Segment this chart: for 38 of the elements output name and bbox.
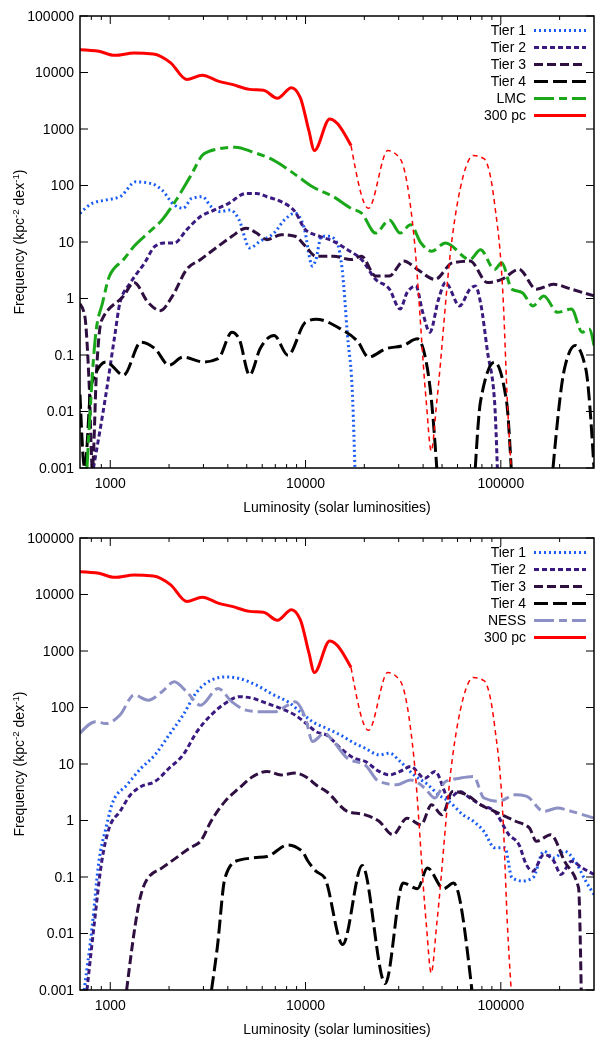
y-tick-label: 0.001 [38, 981, 75, 998]
x-tick-label: 100000 [477, 997, 525, 1013]
legend-label: Tier 4 [490, 595, 527, 612]
y-tick-label: 0.1 [54, 346, 75, 363]
y-tick-label: 0.01 [46, 403, 75, 420]
y-tick-label: 10000 [35, 64, 75, 81]
y-tick-label: 1000 [42, 120, 75, 137]
x-tick-label: 1000 [94, 475, 127, 491]
y-tick-label: 10000 [35, 586, 75, 603]
x-axis-title: Luminosity (solar luminosities) [243, 499, 431, 515]
legend-label: Tier 3 [490, 578, 527, 595]
legend-label: LMC [496, 90, 526, 107]
legend-label: Tier 4 [490, 73, 527, 90]
y-tick-label: 100 [50, 177, 75, 194]
y-tick-label: 1 [66, 290, 75, 307]
legend-label: Tier 1 [490, 544, 527, 561]
y-tick-label: 0.001 [38, 459, 75, 476]
y-tick-label: 100000 [27, 7, 75, 24]
y-tick-label: 1 [66, 812, 75, 829]
y-tick-label: 100 [50, 699, 75, 716]
y-tick-label: 1000 [42, 642, 75, 659]
legend-label: Tier 2 [490, 39, 527, 56]
x-tick-label: 10000 [286, 997, 326, 1013]
legend-label: Tier 3 [490, 56, 527, 73]
y-tick-label: 0.1 [54, 868, 75, 885]
legend-label: 300 pc [483, 629, 526, 646]
y-tick-label: 100000 [27, 529, 75, 546]
x-tick-label: 100000 [477, 475, 525, 491]
legend-label: 300 pc [483, 107, 526, 124]
y-tick-label: 10 [58, 755, 75, 772]
x-tick-label: 1000 [94, 997, 127, 1013]
y-tick-label: 0.01 [46, 925, 75, 942]
x-axis-title: Luminosity (solar luminosities) [243, 1021, 431, 1037]
legend-label: NESS [487, 612, 526, 629]
x-tick-label: 10000 [286, 475, 326, 491]
legend-label: Tier 2 [490, 561, 527, 578]
legend-label: Tier 1 [490, 22, 527, 39]
y-tick-label: 10 [58, 233, 75, 250]
